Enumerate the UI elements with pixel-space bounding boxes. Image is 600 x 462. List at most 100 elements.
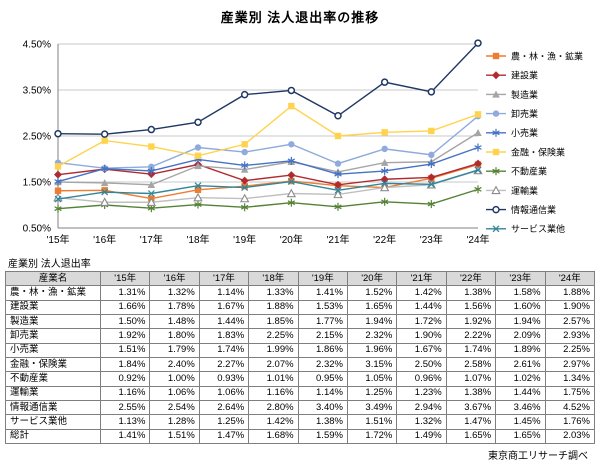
table-cell: 2.03%: [544, 428, 596, 445]
legend-item: 農・林・漁・鉱業: [486, 50, 583, 61]
table-cell: 1.85%: [248, 314, 299, 330]
table-cell: 2.25%: [248, 328, 299, 344]
table-cell: 0.95%: [297, 371, 348, 387]
series-line: [54, 39, 482, 138]
table-cell: 2.50%: [396, 357, 447, 373]
table-cell: 2.54%: [149, 400, 200, 416]
table-cell: 0.96%: [396, 371, 447, 387]
legend-item: 小売業: [486, 127, 538, 138]
table-cell: 1.32%: [396, 414, 447, 430]
series-line: [54, 102, 482, 170]
table-cell: 1.32%: [149, 285, 200, 301]
table-cell: 2.61%: [495, 357, 546, 373]
x-tick-label: '20年: [280, 233, 303, 246]
table-cell: 1.44%: [495, 385, 546, 402]
table-cell: 1.50%: [99, 314, 151, 330]
table-cell: 2.55%: [99, 400, 151, 416]
table-cell: 1.25%: [198, 414, 250, 430]
table-cell: 1.56%: [445, 299, 497, 316]
col-header-year: '20年: [346, 270, 398, 287]
table-cell: 1.51%: [99, 342, 151, 359]
col-header-year: '18年: [248, 270, 299, 287]
table-cell: 1.00%: [149, 371, 200, 387]
legend-label: 運輸業: [511, 185, 538, 196]
legend-item: 製造業: [486, 89, 538, 100]
table-cell: 1.86%: [297, 342, 348, 359]
x-tick-label: '16年: [93, 233, 116, 246]
table-cell: 1.75%: [544, 385, 596, 402]
col-header-year: '21年: [396, 270, 447, 287]
table-cell: 1.51%: [149, 428, 200, 445]
table-cell: 1.59%: [297, 428, 348, 445]
table-cell: 1.01%: [248, 371, 299, 387]
table-header-row: 産業名 '15年 '16年 '17年 '18年 '19年 '20年 '21年 '22年 '23年 '…: [5, 270, 596, 287]
source-note: 東京商工リサーチ調べ: [488, 451, 588, 462]
table-cell: 1.41%: [99, 428, 151, 445]
col-header-year: '16年: [149, 270, 200, 287]
legend-label: 情報通信業: [511, 204, 556, 215]
table-cell: 1.42%: [396, 285, 447, 301]
x-tick-label: '24年: [466, 233, 489, 246]
legend-item: 建設業: [486, 70, 538, 81]
table-cell: 1.53%: [297, 299, 348, 316]
table-cell: 1.47%: [445, 414, 497, 430]
table-row: 農・林・漁・鉱業 1.31% 1.32% 1.14% 1.33% 1.41% 1.52% 1.…: [5, 285, 596, 301]
table-body: 農・林・漁・鉱業 1.31% 1.32% 1.14% 1.33% 1.41% 1.52% 1.…: [5, 285, 596, 445]
table-cell: 1.52%: [346, 285, 398, 301]
table-cell: 2.15%: [297, 328, 348, 344]
series-line: [54, 143, 482, 186]
y-tick-label: 4.50%: [23, 40, 51, 51]
row-label: サービス業他: [5, 414, 101, 430]
table-cell: 1.83%: [198, 328, 250, 344]
col-header-year: '23年: [495, 270, 546, 287]
table-cell: 1.80%: [149, 328, 200, 344]
col-header-year: '19年: [297, 270, 348, 287]
table-row: 卸売業 1.92% 1.80% 1.83% 2.25% 2.15% 2.32% 1.90% 2.…: [5, 328, 596, 344]
table-cell: 1.77%: [297, 314, 348, 330]
row-label: 情報通信業: [5, 400, 101, 416]
table-cell: 1.13%: [99, 414, 151, 430]
table-row: 不動産業 0.92% 1.00% 0.93% 1.01% 0.95% 1.05% 0.96% 1…: [5, 371, 596, 387]
x-tick-label: '15年: [46, 233, 69, 246]
legend-item: 運輸業: [486, 185, 538, 196]
legend-label: 製造業: [511, 89, 538, 100]
x-tick-label: '21年: [326, 233, 349, 246]
table-cell: 1.25%: [346, 385, 398, 402]
table-cell: 2.22%: [445, 328, 497, 344]
series-line: [54, 185, 482, 213]
table-row: 総計 1.41% 1.51% 1.47% 1.68% 1.59% 1.72% 1.49% 1.6…: [5, 428, 596, 445]
table-caption: 産業別 法人退出率: [8, 259, 91, 270]
legend-label: 小売業: [511, 127, 538, 138]
x-tick-label: '22年: [373, 233, 396, 246]
x-tick-label: '19年: [233, 233, 256, 246]
legend-label: サービス業他: [511, 223, 565, 234]
table-cell: 1.47%: [198, 428, 250, 445]
table-cell: 1.28%: [149, 414, 200, 430]
table-row: 小売業 1.51% 1.79% 1.74% 1.99% 1.86% 1.96% 1.67% 1.…: [5, 342, 596, 359]
table-cell: 2.57%: [544, 314, 596, 330]
col-header-year: '15年: [99, 270, 151, 287]
table-cell: 1.90%: [396, 328, 447, 344]
table-cell: 1.16%: [248, 385, 299, 402]
table-cell: 2.93%: [544, 328, 596, 344]
table-cell: 1.38%: [297, 414, 348, 430]
col-header-year: '17年: [198, 270, 250, 287]
table-row: 建設業 1.66% 1.78% 1.67% 1.88% 1.53% 1.65% 1.44% 1.…: [5, 299, 596, 316]
table-cell: 1.88%: [248, 299, 299, 316]
legend-item: 情報通信業: [486, 204, 556, 215]
table-cell: 1.44%: [198, 314, 250, 330]
table-cell: 2.07%: [248, 357, 299, 373]
table-cell: 2.97%: [544, 357, 596, 373]
table-cell: 4.52%: [544, 400, 596, 416]
table-cell: 1.79%: [149, 342, 200, 359]
table-cell: 1.51%: [346, 414, 398, 430]
row-label: 卸売業: [5, 328, 101, 344]
table-cell: 1.96%: [346, 342, 398, 359]
table-cell: 1.33%: [248, 285, 299, 301]
table-cell: 1.34%: [544, 371, 596, 387]
x-tick-label: '18年: [186, 233, 209, 246]
table-cell: 1.99%: [248, 342, 299, 359]
row-label: 製造業: [5, 314, 101, 330]
y-tick-label: 3.50%: [23, 86, 51, 97]
table-cell: 3.40%: [297, 400, 348, 416]
